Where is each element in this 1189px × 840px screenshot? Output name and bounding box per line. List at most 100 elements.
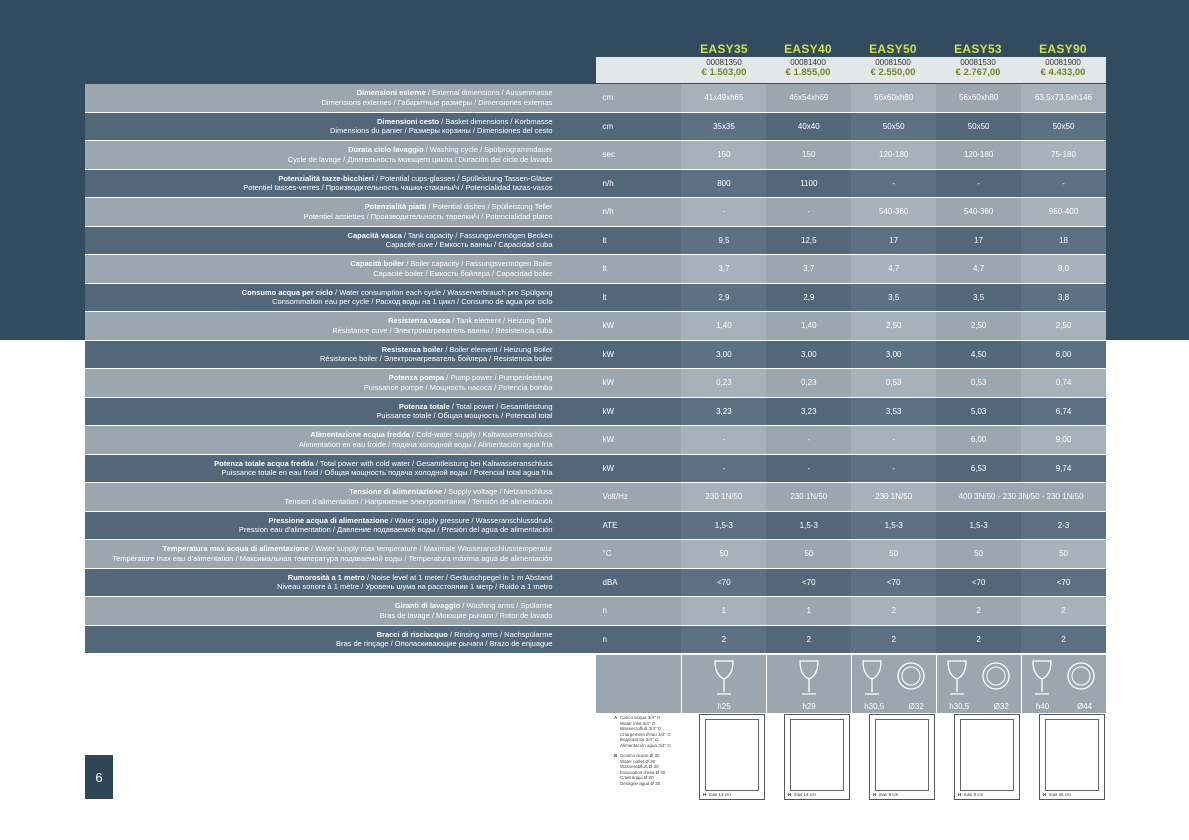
spec-label-bold: Tensione di alimentazione bbox=[349, 487, 443, 497]
spec-label: Potenza totale / Total power / Gesamtlei… bbox=[85, 398, 595, 426]
spec-value: 6,00 bbox=[1021, 340, 1106, 368]
spec-value: 50 bbox=[1021, 540, 1106, 568]
spec-value: <70 bbox=[971, 577, 986, 587]
spec-unit: kW bbox=[602, 406, 615, 416]
wine-glass-icon bbox=[947, 660, 967, 695]
spec-value: 1,40 bbox=[801, 321, 817, 331]
spec-table: Dimensioni esterne / External dimensions… bbox=[85, 84, 1106, 654]
spec-label-bold: Resistenza boiler bbox=[381, 344, 444, 354]
spec-label-bold: Potenza totale acqua fredda bbox=[214, 458, 314, 468]
glass-cell-easy90: h40 Ø44 bbox=[1022, 655, 1106, 713]
divider bbox=[1021, 655, 1022, 713]
note-line: Alimentación agua 3/4" G bbox=[620, 742, 671, 748]
spec-label-line2: Potentiel tasses-verres / Производительн… bbox=[243, 183, 553, 193]
spec-value: 2 bbox=[806, 634, 812, 644]
spec-unit: kW bbox=[602, 463, 615, 473]
spec-value: 3,7 bbox=[681, 255, 767, 283]
note-line: Desagüe agua Ø 30 bbox=[620, 780, 661, 786]
note-line: Scarico acqua Ø 30 bbox=[620, 753, 660, 758]
price: € 2.767,00 bbox=[955, 67, 1001, 78]
spec-label-line2: Résistance cuve / Электронагреватель ван… bbox=[332, 325, 553, 335]
spec-value: 120-180 bbox=[963, 150, 994, 160]
spec-value: 0,53 bbox=[851, 369, 937, 397]
spec-value: 2,50 bbox=[970, 321, 987, 331]
spec-label-line1: Tensione di alimentazione / Supply volta… bbox=[85, 487, 552, 497]
note-line: Слив воды Ø 30 bbox=[620, 775, 654, 780]
spec-value: 50 bbox=[804, 549, 814, 559]
spec-label-line1: Bracci di risciacquo / Rinsing arms / Na… bbox=[85, 630, 553, 640]
spec-label-line1: Capacità vasca / Tank capacity / Fassung… bbox=[85, 231, 553, 241]
spec-value: 56x60xh80 bbox=[959, 93, 999, 103]
model-header-easy53: EASY53 bbox=[954, 42, 1002, 56]
spec-label-line1: Durata ciclo lavaggio / Washing cycle / … bbox=[85, 145, 552, 155]
notes-key-a: A bbox=[614, 715, 618, 720]
article-code: 00081900 bbox=[1045, 58, 1081, 67]
drawing-caption: H max 45 cm bbox=[1043, 792, 1071, 797]
spec-row: Durata ciclo lavaggio / Washing cycle / … bbox=[85, 141, 1106, 170]
spec-label-line1: Capacità boiler / Boiler capacity / Fass… bbox=[85, 259, 552, 269]
spec-label-line1: Potenzialità tazze-bicchieri / Potential… bbox=[85, 174, 552, 184]
spec-value: 230 1N/50 bbox=[681, 483, 767, 511]
note-line: Wasserabfluß Ø 30 bbox=[620, 764, 659, 769]
spec-unit: lt bbox=[602, 264, 607, 274]
spec-label-rest: / Washing arms / Spülarme bbox=[460, 601, 553, 611]
spec-unit: n/h bbox=[602, 207, 614, 217]
spec-label-bold: Dimensioni cesto bbox=[377, 116, 440, 126]
spec-label-line1: Alimentazione acqua fredda / Cold-water … bbox=[85, 430, 552, 440]
spec-label-line1: Temperatura max acqua di alimentazione /… bbox=[85, 544, 553, 554]
spec-label-line2: Puissance totale en eau froid / Общая мо… bbox=[221, 468, 553, 478]
price: € 2.550,00 bbox=[870, 67, 916, 78]
spec-value: 400 3N/50 - 230 3N/50 - 230 1N/50 bbox=[958, 492, 1084, 502]
spec-value: 6,53 bbox=[970, 463, 987, 473]
spec-label-bold: Potenzialità piatti bbox=[364, 202, 427, 212]
spec-label-bold: Temperatura max acqua di alimentazione bbox=[162, 544, 309, 554]
divider bbox=[936, 655, 937, 713]
notes-water-inlet: A Carico acqua 3/4" G Water inlet 3/4" G Wa… bbox=[614, 715, 704, 748]
spec-value: 2 bbox=[1021, 597, 1106, 625]
plate-icon bbox=[897, 662, 925, 690]
spec-value: 2,50 bbox=[851, 312, 937, 340]
spec-value: 46x54xh69 bbox=[789, 93, 829, 103]
note-line: Évacuation d'eau Ø 30 bbox=[620, 769, 666, 775]
spec-value: 3,00 bbox=[801, 349, 817, 359]
spec-label: Pressione acqua di alimentazione / Water… bbox=[85, 512, 595, 540]
model-code-price: 00081900 € 4.433,00 bbox=[1021, 58, 1105, 82]
spec-value: 3,5 bbox=[851, 283, 937, 311]
article-code: 00081400 bbox=[790, 58, 826, 67]
spec-label-bold: Consumo acqua per ciclo bbox=[241, 287, 333, 297]
spec-value: 50 bbox=[974, 549, 984, 559]
spec-label-line1: Potenzialità piatti / Potential dishes /… bbox=[85, 202, 553, 212]
spec-value: 150 bbox=[681, 141, 767, 169]
spec-label: Resistenza boiler / Boiler element / Hei… bbox=[85, 341, 595, 369]
spec-value: - bbox=[851, 169, 937, 197]
spec-label-rest: / Tank element / Heizung Tank bbox=[450, 316, 553, 326]
spec-label-line1: Giranti di lavaggio / Washing arms / Spü… bbox=[85, 601, 553, 611]
model-header-easy35: EASY35 bbox=[700, 42, 748, 56]
spec-label-line2: Puissance totale / Общая мощность / Pote… bbox=[376, 411, 553, 421]
spec-row: Giranti di lavaggio / Washing arms / Spü… bbox=[85, 597, 1106, 626]
spec-value: 2 bbox=[851, 597, 937, 625]
spec-label-rest: / Basket dimensions / Korbmasse bbox=[439, 116, 553, 126]
spec-value: - bbox=[681, 198, 767, 226]
plate-diameter: Ø32 bbox=[993, 702, 1009, 711]
spec-label-line1: Dimensioni esterne / External dimensions… bbox=[85, 88, 553, 98]
spec-row: Consumo acqua per ciclo / Water consumpt… bbox=[85, 283, 1106, 312]
spec-value: 3,5 bbox=[973, 292, 985, 302]
note-line: Water outlet Ø 30 bbox=[620, 758, 656, 764]
spec-unit: kW bbox=[602, 321, 615, 331]
spec-label-bold: Capacità vasca bbox=[347, 230, 402, 240]
spec-label-bold: Resistenza vasca bbox=[388, 316, 451, 326]
spec-label: Potenza totale acqua fredda / Total powe… bbox=[85, 455, 595, 483]
spec-label-line2: Capacité cuve / Емкость ванны / Capacida… bbox=[385, 240, 553, 250]
spec-row: Potenza totale acqua fredda / Total powe… bbox=[85, 454, 1106, 483]
spec-row: Dimensioni esterne / External dimensions… bbox=[85, 84, 1106, 113]
technical-drawing-easy90: H max 45 cm bbox=[1039, 714, 1105, 800]
price: € 4.433,00 bbox=[1040, 67, 1086, 78]
price: € 1.855,00 bbox=[785, 67, 831, 78]
spec-unit: °C bbox=[602, 549, 612, 559]
glass-height: h30,5 bbox=[949, 702, 970, 711]
spec-value: 1,5-3 bbox=[969, 520, 988, 530]
spec-label-line2: Capacité boiler / Емкость бойлера / Capa… bbox=[373, 268, 553, 278]
h-label: H bbox=[703, 792, 707, 797]
spec-value: 50 bbox=[851, 540, 937, 568]
